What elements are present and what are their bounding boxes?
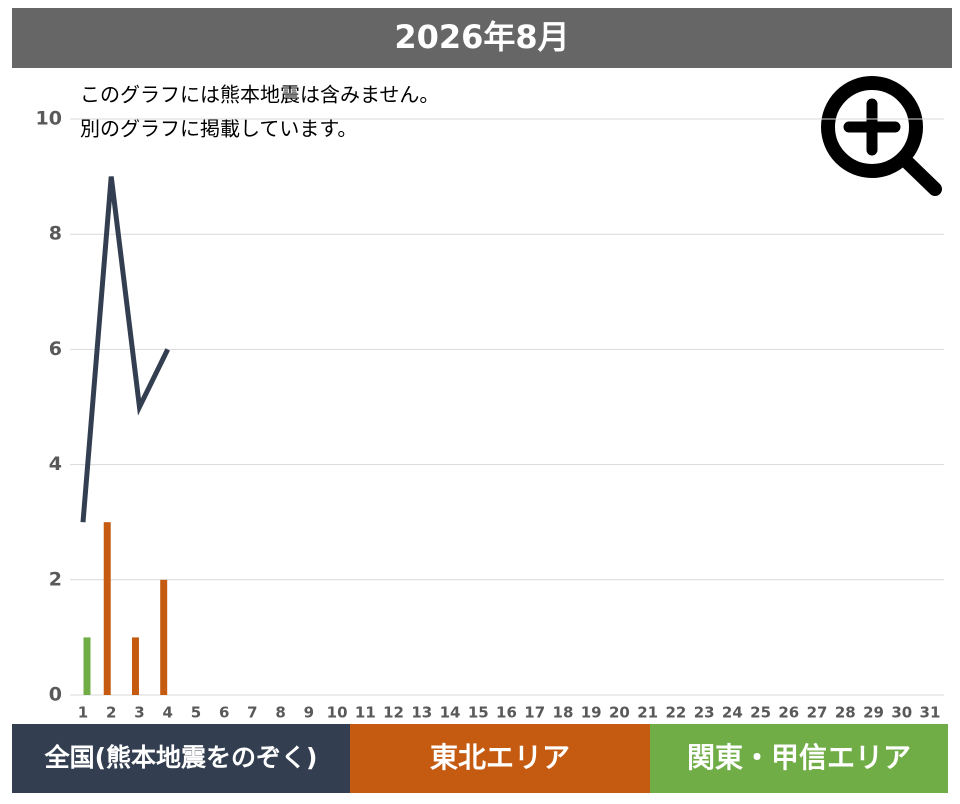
- y-tick-label: 6: [49, 338, 62, 360]
- x-tick-label: 20: [609, 704, 630, 722]
- zoom-icon[interactable]: [821, 76, 942, 196]
- legend-label: 全国(熊本地震をのぞく): [44, 743, 318, 772]
- x-tick-label: 28: [835, 704, 856, 722]
- x-tick-label: 26: [778, 704, 799, 722]
- x-tick-label: 14: [440, 704, 461, 722]
- bar: [83, 637, 91, 695]
- x-tick-label: 4: [162, 704, 172, 722]
- x-tick-label: 7: [247, 704, 257, 722]
- x-tick-label: 19: [581, 704, 602, 722]
- x-tick-label: 8: [275, 704, 285, 722]
- x-tick-label: 15: [468, 704, 489, 722]
- legend-swatch: [650, 724, 948, 793]
- legend-button[interactable]: 全国(熊本地震をのぞく): [12, 724, 350, 793]
- chart-title: 2026年8月: [394, 18, 569, 56]
- legend-swatch: [12, 724, 350, 793]
- legend-label: 関東・甲信エリア: [687, 741, 911, 774]
- x-tick-label: 5: [191, 704, 201, 722]
- x-tick-label: 21: [637, 704, 658, 722]
- y-tick-label: 2: [49, 568, 62, 590]
- bar: [131, 637, 139, 695]
- x-tick-label: 9: [304, 704, 314, 722]
- line: [80, 176, 170, 523]
- note: このグラフには熊本地震は含みません。: [80, 83, 439, 107]
- x-tick-label: 16: [496, 704, 517, 722]
- bar: [103, 522, 111, 695]
- x-tick-label: 17: [524, 704, 545, 722]
- legend-swatch: [350, 724, 650, 793]
- y-tick-label: 4: [49, 453, 62, 475]
- y-tick-label: 8: [49, 223, 62, 245]
- title-bar: [12, 8, 952, 68]
- x-tick-label: 25: [750, 704, 771, 722]
- x-tick-label: 11: [355, 704, 376, 722]
- x-tick-label: 31: [920, 704, 941, 722]
- legend-button[interactable]: 東北エリア: [350, 724, 650, 793]
- x-tick-label: 10: [327, 704, 348, 722]
- x-tick-label: 2: [106, 704, 116, 722]
- x-tick-label: 22: [665, 704, 686, 722]
- x-tick-label: 18: [553, 704, 574, 722]
- x-tick-label: 29: [863, 704, 884, 722]
- x-tick-label: 13: [411, 704, 432, 722]
- legend-button[interactable]: 関東・甲信エリア: [650, 724, 948, 793]
- x-tick-label: 30: [891, 704, 912, 722]
- x-tick-label: 3: [134, 704, 144, 722]
- x-tick-label: 24: [722, 704, 743, 722]
- y-tick-label: 0: [49, 684, 62, 706]
- x-tick-label: 23: [694, 704, 715, 722]
- x-tick-label: 27: [807, 704, 828, 722]
- x-tick-label: 12: [383, 704, 404, 722]
- legend-label: 東北エリア: [430, 741, 570, 774]
- x-tick-label: 1: [78, 704, 88, 722]
- bar: [160, 579, 168, 695]
- y-tick-label: 10: [36, 108, 62, 130]
- x-tick-label: 6: [219, 704, 229, 722]
- note: 別のグラフに掲載しています。: [80, 117, 357, 141]
